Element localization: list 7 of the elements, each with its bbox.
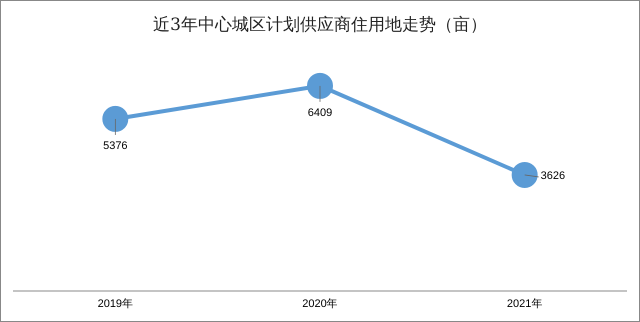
x-tick-label: 2020年 (302, 298, 338, 310)
data-label: 6409 (308, 106, 332, 119)
data-label: 3626 (540, 170, 566, 182)
data-label: 5376 (103, 140, 128, 152)
chart-title: 近3年中心城区计划供应商住用地走势（亩） (152, 14, 488, 36)
x-tick-label: 2019年 (98, 298, 134, 310)
x-tick-label: 2021年 (506, 298, 542, 310)
